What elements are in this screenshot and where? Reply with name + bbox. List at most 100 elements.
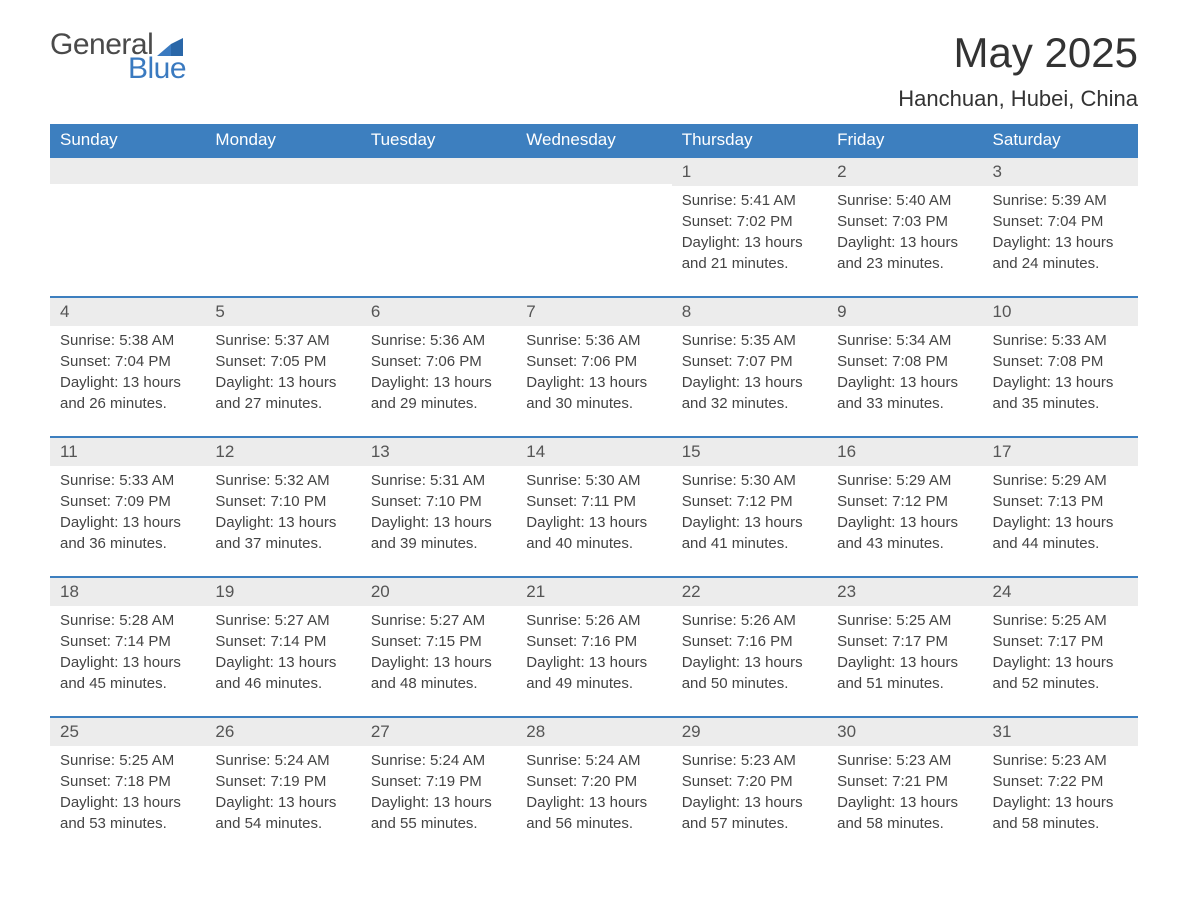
sunrise-line: Sunrise: 5:27 AM bbox=[215, 610, 350, 631]
day-number: 5 bbox=[205, 298, 360, 326]
daylight-line: Daylight: 13 hours and 29 minutes. bbox=[371, 372, 506, 414]
sunrise-line: Sunrise: 5:25 AM bbox=[60, 750, 195, 771]
daylight-line: Daylight: 13 hours and 26 minutes. bbox=[60, 372, 195, 414]
day-number: 11 bbox=[50, 438, 205, 466]
day-number: 2 bbox=[827, 158, 982, 186]
day-body: Sunrise: 5:33 AMSunset: 7:09 PMDaylight:… bbox=[50, 466, 205, 576]
sunset-line: Sunset: 7:16 PM bbox=[682, 631, 817, 652]
calendar-cell: 4Sunrise: 5:38 AMSunset: 7:04 PMDaylight… bbox=[50, 297, 205, 437]
day-body: Sunrise: 5:26 AMSunset: 7:16 PMDaylight:… bbox=[672, 606, 827, 716]
day-number: 22 bbox=[672, 578, 827, 606]
day-number: 26 bbox=[205, 718, 360, 746]
empty-daybody bbox=[361, 184, 516, 294]
sunrise-line: Sunrise: 5:24 AM bbox=[526, 750, 661, 771]
sunrise-line: Sunrise: 5:26 AM bbox=[526, 610, 661, 631]
sunrise-line: Sunrise: 5:36 AM bbox=[526, 330, 661, 351]
calendar-cell: 21Sunrise: 5:26 AMSunset: 7:16 PMDayligh… bbox=[516, 577, 671, 717]
sunset-line: Sunset: 7:20 PM bbox=[526, 771, 661, 792]
sunset-line: Sunset: 7:12 PM bbox=[682, 491, 817, 512]
daylight-line: Daylight: 13 hours and 54 minutes. bbox=[215, 792, 350, 834]
day-body: Sunrise: 5:39 AMSunset: 7:04 PMDaylight:… bbox=[983, 186, 1138, 296]
sunset-line: Sunset: 7:10 PM bbox=[215, 491, 350, 512]
day-body: Sunrise: 5:26 AMSunset: 7:16 PMDaylight:… bbox=[516, 606, 671, 716]
sunrise-line: Sunrise: 5:31 AM bbox=[371, 470, 506, 491]
sunset-line: Sunset: 7:12 PM bbox=[837, 491, 972, 512]
sunrise-line: Sunrise: 5:27 AM bbox=[371, 610, 506, 631]
weekday-header: Thursday bbox=[672, 124, 827, 157]
calendar-cell: 22Sunrise: 5:26 AMSunset: 7:16 PMDayligh… bbox=[672, 577, 827, 717]
daylight-line: Daylight: 13 hours and 24 minutes. bbox=[993, 232, 1128, 274]
daylight-line: Daylight: 13 hours and 51 minutes. bbox=[837, 652, 972, 694]
daylight-line: Daylight: 13 hours and 35 minutes. bbox=[993, 372, 1128, 414]
calendar-cell bbox=[205, 157, 360, 297]
day-number: 21 bbox=[516, 578, 671, 606]
sunrise-line: Sunrise: 5:36 AM bbox=[371, 330, 506, 351]
calendar-cell: 14Sunrise: 5:30 AMSunset: 7:11 PMDayligh… bbox=[516, 437, 671, 577]
calendar-cell: 19Sunrise: 5:27 AMSunset: 7:14 PMDayligh… bbox=[205, 577, 360, 717]
calendar-week-row: 18Sunrise: 5:28 AMSunset: 7:14 PMDayligh… bbox=[50, 577, 1138, 717]
day-number: 27 bbox=[361, 718, 516, 746]
calendar-cell: 18Sunrise: 5:28 AMSunset: 7:14 PMDayligh… bbox=[50, 577, 205, 717]
day-body: Sunrise: 5:33 AMSunset: 7:08 PMDaylight:… bbox=[983, 326, 1138, 436]
sunrise-line: Sunrise: 5:30 AM bbox=[682, 470, 817, 491]
calendar-cell: 13Sunrise: 5:31 AMSunset: 7:10 PMDayligh… bbox=[361, 437, 516, 577]
daylight-line: Daylight: 13 hours and 57 minutes. bbox=[682, 792, 817, 834]
sunrise-line: Sunrise: 5:26 AM bbox=[682, 610, 817, 631]
sunrise-line: Sunrise: 5:34 AM bbox=[837, 330, 972, 351]
day-number: 13 bbox=[361, 438, 516, 466]
sunset-line: Sunset: 7:18 PM bbox=[60, 771, 195, 792]
empty-daynum bbox=[205, 158, 360, 184]
sunrise-line: Sunrise: 5:33 AM bbox=[60, 470, 195, 491]
sunrise-line: Sunrise: 5:39 AM bbox=[993, 190, 1128, 211]
day-number: 18 bbox=[50, 578, 205, 606]
calendar-cell: 3Sunrise: 5:39 AMSunset: 7:04 PMDaylight… bbox=[983, 157, 1138, 297]
brand-logo: General Blue bbox=[50, 30, 186, 84]
daylight-line: Daylight: 13 hours and 52 minutes. bbox=[993, 652, 1128, 694]
empty-daynum bbox=[516, 158, 671, 184]
calendar-cell: 15Sunrise: 5:30 AMSunset: 7:12 PMDayligh… bbox=[672, 437, 827, 577]
day-body: Sunrise: 5:36 AMSunset: 7:06 PMDaylight:… bbox=[516, 326, 671, 436]
day-number: 16 bbox=[827, 438, 982, 466]
weekday-header: Saturday bbox=[983, 124, 1138, 157]
sunrise-line: Sunrise: 5:41 AM bbox=[682, 190, 817, 211]
calendar-cell: 31Sunrise: 5:23 AMSunset: 7:22 PMDayligh… bbox=[983, 717, 1138, 856]
daylight-line: Daylight: 13 hours and 45 minutes. bbox=[60, 652, 195, 694]
day-number: 8 bbox=[672, 298, 827, 326]
sunset-line: Sunset: 7:05 PM bbox=[215, 351, 350, 372]
calendar-cell: 25Sunrise: 5:25 AMSunset: 7:18 PMDayligh… bbox=[50, 717, 205, 856]
daylight-line: Daylight: 13 hours and 58 minutes. bbox=[837, 792, 972, 834]
calendar-cell bbox=[50, 157, 205, 297]
calendar-cell: 1Sunrise: 5:41 AMSunset: 7:02 PMDaylight… bbox=[672, 157, 827, 297]
weekday-header: Wednesday bbox=[516, 124, 671, 157]
day-body: Sunrise: 5:31 AMSunset: 7:10 PMDaylight:… bbox=[361, 466, 516, 576]
daylight-line: Daylight: 13 hours and 58 minutes. bbox=[993, 792, 1128, 834]
sunrise-line: Sunrise: 5:40 AM bbox=[837, 190, 972, 211]
daylight-line: Daylight: 13 hours and 33 minutes. bbox=[837, 372, 972, 414]
day-body: Sunrise: 5:29 AMSunset: 7:13 PMDaylight:… bbox=[983, 466, 1138, 576]
day-number: 7 bbox=[516, 298, 671, 326]
sunset-line: Sunset: 7:02 PM bbox=[682, 211, 817, 232]
day-body: Sunrise: 5:28 AMSunset: 7:14 PMDaylight:… bbox=[50, 606, 205, 716]
day-number: 14 bbox=[516, 438, 671, 466]
empty-daybody bbox=[516, 184, 671, 294]
calendar-cell: 29Sunrise: 5:23 AMSunset: 7:20 PMDayligh… bbox=[672, 717, 827, 856]
calendar-week-row: 4Sunrise: 5:38 AMSunset: 7:04 PMDaylight… bbox=[50, 297, 1138, 437]
day-number: 29 bbox=[672, 718, 827, 746]
empty-daynum bbox=[361, 158, 516, 184]
day-number: 4 bbox=[50, 298, 205, 326]
calendar-week-row: 11Sunrise: 5:33 AMSunset: 7:09 PMDayligh… bbox=[50, 437, 1138, 577]
month-title: May 2025 bbox=[898, 30, 1138, 76]
day-number: 30 bbox=[827, 718, 982, 746]
calendar-cell: 7Sunrise: 5:36 AMSunset: 7:06 PMDaylight… bbox=[516, 297, 671, 437]
calendar-week-row: 1Sunrise: 5:41 AMSunset: 7:02 PMDaylight… bbox=[50, 157, 1138, 297]
calendar-cell: 26Sunrise: 5:24 AMSunset: 7:19 PMDayligh… bbox=[205, 717, 360, 856]
calendar-cell: 20Sunrise: 5:27 AMSunset: 7:15 PMDayligh… bbox=[361, 577, 516, 717]
sunset-line: Sunset: 7:10 PM bbox=[371, 491, 506, 512]
sunset-line: Sunset: 7:14 PM bbox=[215, 631, 350, 652]
daylight-line: Daylight: 13 hours and 30 minutes. bbox=[526, 372, 661, 414]
empty-daynum bbox=[50, 158, 205, 184]
sunset-line: Sunset: 7:04 PM bbox=[993, 211, 1128, 232]
sunset-line: Sunset: 7:06 PM bbox=[526, 351, 661, 372]
weekday-header: Friday bbox=[827, 124, 982, 157]
day-body: Sunrise: 5:24 AMSunset: 7:19 PMDaylight:… bbox=[361, 746, 516, 856]
